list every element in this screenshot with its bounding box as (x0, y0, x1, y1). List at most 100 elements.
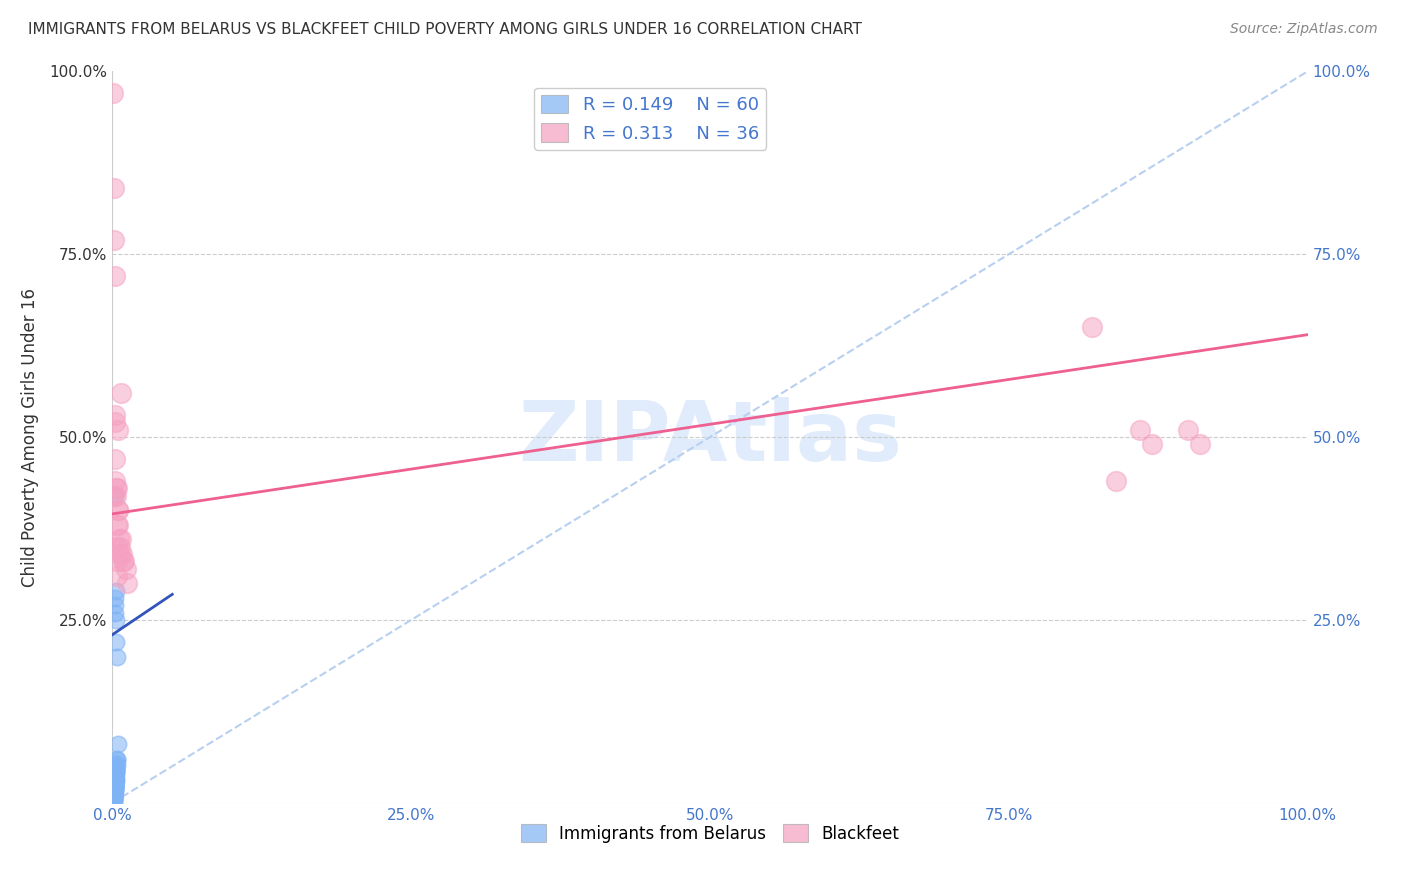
Point (104, 599, 127, 613)
Point (105, 759, 128, 773)
Point (104, 766, 127, 780)
Point (104, 775, 127, 789)
Point (103, 791, 125, 805)
Point (104, 764, 127, 779)
Point (1189, 437, 1212, 451)
Point (105, 489, 128, 503)
Point (104, 780, 127, 794)
Point (108, 533, 131, 547)
Point (105, 540, 128, 554)
Point (103, 789, 125, 804)
Point (105, 752, 128, 766)
Point (103, 794, 125, 808)
Point (103, 786, 125, 800)
Point (107, 737, 129, 751)
Point (104, 773, 127, 788)
Point (104, 452, 127, 467)
Point (104, 773, 127, 788)
Point (104, 763, 127, 777)
Point (105, 481, 128, 495)
Point (105, 762, 128, 776)
Point (103, 787, 125, 801)
Point (105, 517, 128, 532)
Text: Source: ZipAtlas.com: Source: ZipAtlas.com (1230, 22, 1378, 37)
Point (107, 503, 129, 517)
Point (103, 781, 125, 796)
Point (1177, 423, 1199, 437)
Point (103, 790, 125, 805)
Point (104, 778, 127, 792)
Point (1105, 474, 1128, 488)
Point (115, 576, 138, 591)
Text: ZIPAtlas: ZIPAtlas (517, 397, 903, 477)
Point (1129, 423, 1152, 437)
Point (114, 562, 136, 576)
Point (104, 416, 127, 430)
Point (103, 792, 125, 806)
Point (108, 540, 131, 554)
Point (1142, 437, 1164, 451)
Point (107, 423, 129, 437)
Point (104, 481, 127, 495)
Point (105, 554, 128, 568)
Point (104, 780, 127, 794)
Point (105, 635, 128, 649)
Point (103, 782, 125, 797)
Point (103, 789, 125, 803)
Point (104, 408, 127, 422)
Point (103, 181, 125, 195)
Point (104, 769, 127, 783)
Point (103, 489, 125, 503)
Point (103, 789, 125, 804)
Point (103, 794, 125, 808)
Point (105, 649, 128, 664)
Point (111, 547, 134, 561)
Point (104, 474, 127, 488)
Point (107, 517, 129, 532)
Point (114, 554, 135, 568)
Point (105, 761, 128, 775)
Point (103, 789, 125, 803)
Point (103, 793, 125, 807)
Point (104, 606, 127, 620)
Point (110, 547, 132, 561)
Text: IMMIGRANTS FROM BELARUS VS BLACKFEET CHILD POVERTY AMONG GIRLS UNDER 16 CORRELAT: IMMIGRANTS FROM BELARUS VS BLACKFEET CHI… (28, 22, 862, 37)
Point (103, 781, 125, 796)
Point (103, 789, 125, 804)
Point (107, 569, 129, 583)
Point (104, 772, 127, 787)
Point (104, 269, 127, 284)
Point (105, 753, 128, 767)
Point (104, 765, 127, 780)
Point (103, 785, 125, 799)
Point (110, 386, 132, 401)
Point (104, 778, 127, 792)
Point (103, 792, 125, 806)
Point (104, 773, 127, 788)
Point (104, 768, 127, 782)
Point (104, 782, 127, 797)
Point (105, 757, 128, 772)
Point (103, 784, 125, 798)
Point (104, 772, 127, 786)
Point (1081, 320, 1104, 334)
Point (104, 583, 127, 598)
Point (104, 776, 127, 790)
Point (105, 756, 128, 770)
Point (104, 591, 127, 605)
Point (107, 503, 129, 517)
Point (104, 770, 127, 784)
Point (104, 613, 127, 627)
Point (103, 87, 125, 101)
Legend: Immigrants from Belarus, Blackfeet: Immigrants from Belarus, Blackfeet (515, 818, 905, 849)
Point (112, 554, 135, 568)
Point (103, 788, 125, 802)
Point (104, 489, 127, 503)
Point (104, 775, 127, 789)
Point (110, 533, 132, 547)
Point (104, 780, 127, 795)
Y-axis label: Child Poverty Among Girls Under 16: Child Poverty Among Girls Under 16 (21, 287, 38, 587)
Point (103, 233, 125, 247)
Point (103, 785, 125, 799)
Point (103, 787, 125, 801)
